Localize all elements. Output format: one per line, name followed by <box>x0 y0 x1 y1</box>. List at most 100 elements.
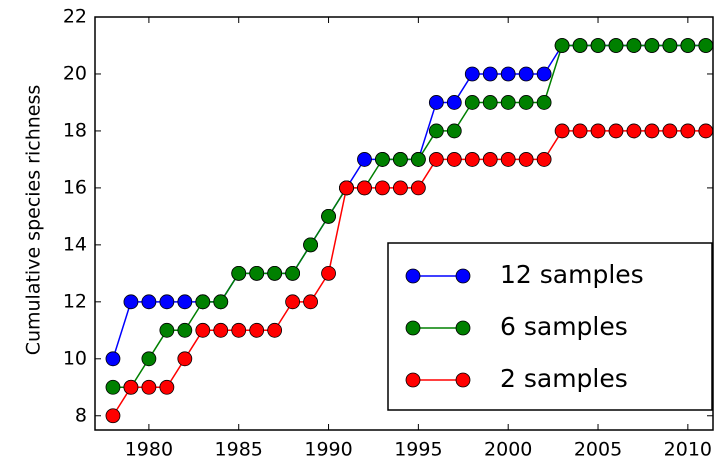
point <box>500 152 516 167</box>
point <box>554 38 570 53</box>
point <box>410 152 426 167</box>
point <box>375 152 390 167</box>
point <box>177 351 193 367</box>
legend-marker <box>405 372 421 388</box>
point <box>518 95 534 110</box>
point <box>105 408 121 424</box>
point <box>482 152 498 167</box>
point <box>572 38 588 53</box>
point <box>267 265 283 281</box>
point <box>428 152 444 167</box>
point <box>249 322 265 338</box>
point <box>321 208 336 224</box>
point <box>662 123 678 139</box>
legend-marker <box>405 320 421 336</box>
point <box>608 38 624 53</box>
x-tick-label: 1980 <box>125 439 173 461</box>
point <box>303 237 318 253</box>
point <box>644 123 660 139</box>
legend-marker <box>455 320 471 336</box>
point <box>177 294 193 310</box>
point <box>464 152 480 167</box>
point <box>141 351 157 367</box>
point <box>500 66 516 82</box>
point <box>446 95 462 110</box>
point <box>141 294 157 310</box>
point <box>285 265 301 281</box>
point <box>626 123 642 139</box>
point <box>321 265 336 281</box>
point <box>213 322 229 338</box>
point <box>159 379 175 395</box>
point <box>446 123 462 139</box>
point <box>105 379 121 395</box>
x-tick-label: 1985 <box>215 439 263 461</box>
point <box>464 66 480 82</box>
point <box>536 66 552 82</box>
plot-frame <box>94 16 714 431</box>
y-tick-label: 18 <box>63 119 87 141</box>
point <box>195 294 211 310</box>
point <box>698 38 714 53</box>
point <box>213 294 229 310</box>
point <box>357 180 372 196</box>
point <box>231 322 247 338</box>
y-tick-label: 22 <box>63 6 87 28</box>
point <box>536 95 552 110</box>
point <box>267 322 283 338</box>
point <box>410 180 426 196</box>
point <box>159 322 175 338</box>
y-tick-label: 8 <box>75 404 87 426</box>
point <box>177 322 193 338</box>
point <box>339 180 354 196</box>
point <box>572 123 588 139</box>
point <box>536 152 552 167</box>
point <box>285 294 301 310</box>
x-tick-label: 2010 <box>664 439 712 461</box>
point <box>446 152 462 167</box>
point <box>644 38 660 53</box>
legend-marker <box>405 268 421 284</box>
point <box>428 123 444 139</box>
point <box>303 294 318 310</box>
legend-label: 6 samples <box>500 312 628 341</box>
series-line <box>112 44 706 389</box>
series-line <box>112 130 706 417</box>
point <box>500 95 516 110</box>
point <box>518 66 534 82</box>
point <box>662 38 678 53</box>
legend-label: 12 samples <box>500 260 644 289</box>
x-tick-label: 2000 <box>484 439 532 461</box>
point <box>105 351 121 367</box>
point <box>375 180 390 196</box>
y-axis-label: Cumulative species richness <box>23 85 45 356</box>
point <box>680 38 696 53</box>
point <box>608 123 624 139</box>
point <box>249 265 265 281</box>
point <box>357 152 372 167</box>
point <box>195 322 211 338</box>
point <box>428 95 444 110</box>
y-tick-label: 20 <box>63 62 87 84</box>
point <box>518 152 534 167</box>
point <box>590 38 606 53</box>
point <box>123 294 139 310</box>
y-tick-label: 10 <box>63 347 87 369</box>
point <box>482 95 498 110</box>
y-tick-label: 14 <box>63 233 87 255</box>
x-tick-label: 1990 <box>304 439 352 461</box>
y-tick-label: 12 <box>63 290 87 312</box>
point <box>698 123 714 139</box>
x-tick-label: 1995 <box>394 439 442 461</box>
point <box>464 95 480 110</box>
point <box>680 123 696 139</box>
point <box>393 180 408 196</box>
point <box>626 38 642 53</box>
point <box>393 152 408 167</box>
point <box>123 379 139 395</box>
point <box>159 294 175 310</box>
point <box>482 66 498 82</box>
legend-marker <box>455 268 471 284</box>
y-tick-label: 16 <box>63 176 87 198</box>
